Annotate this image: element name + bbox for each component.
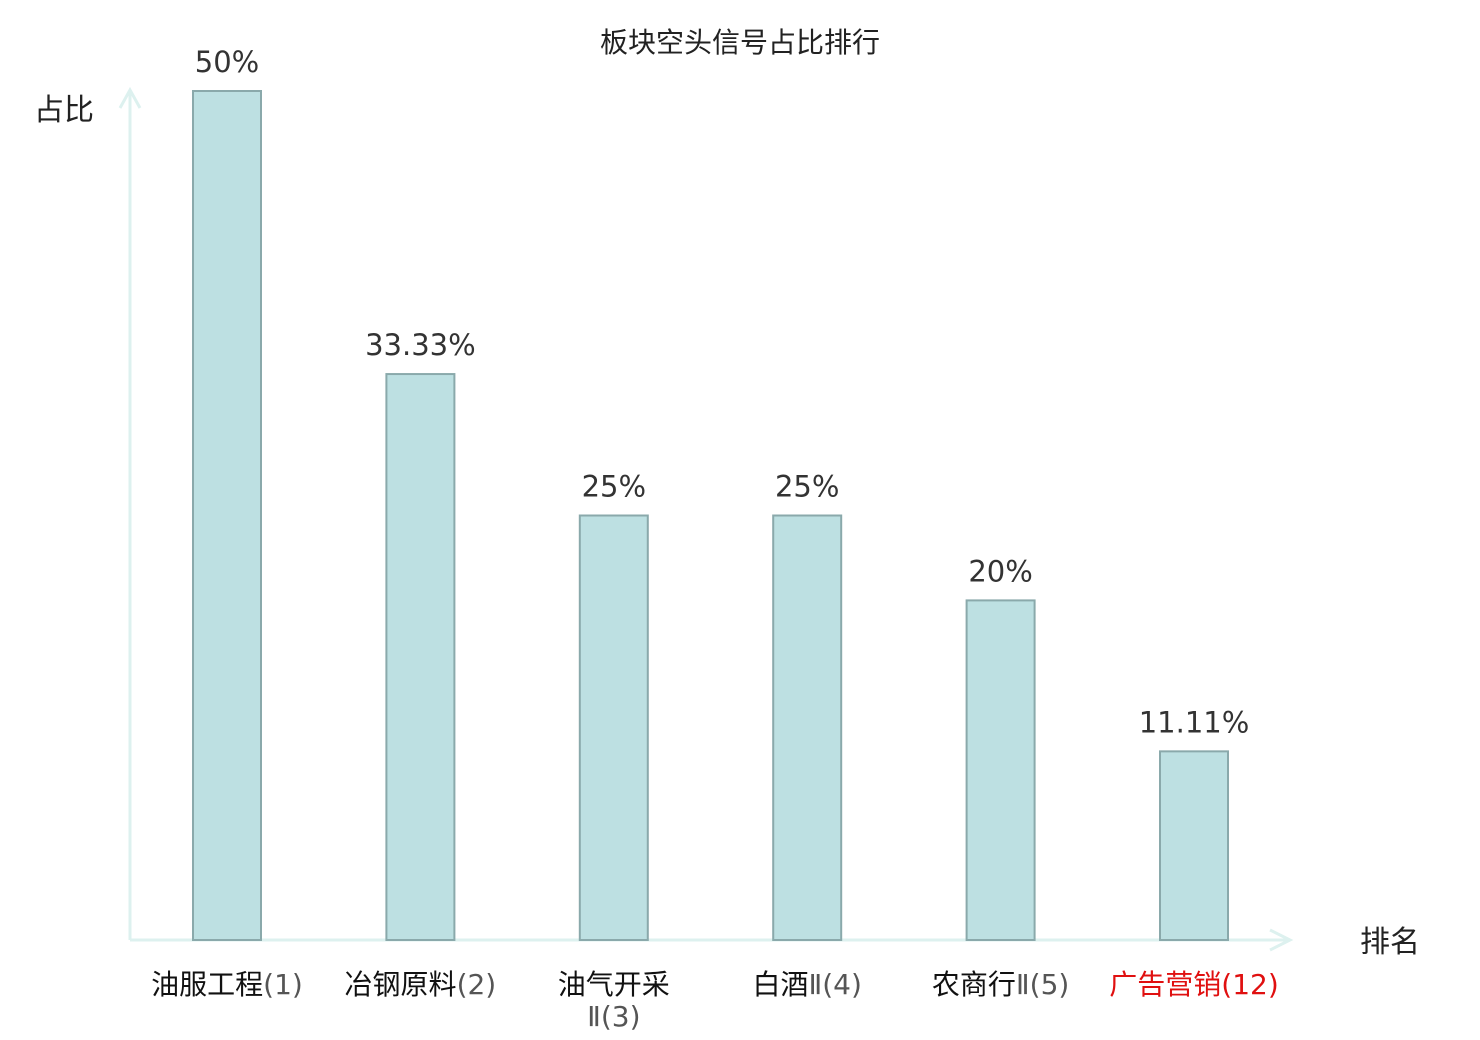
value-labels-group: 50% 33.33% 25% 25% 20% 11.11% <box>195 45 1250 739</box>
category-rank: Ⅱ(4) <box>808 968 861 1001</box>
category-label-1: 油服工程(1) <box>151 968 303 1001</box>
category-rank: Ⅱ(3) <box>587 1000 640 1033</box>
value-label-1: 50% <box>195 45 259 79</box>
category-rank: (1) <box>263 968 303 1001</box>
category-label-5: 农商行Ⅱ(5) <box>932 968 1069 1001</box>
category-rank: (12) <box>1221 968 1278 1001</box>
category-name: 农商行 <box>932 968 1016 1001</box>
category-name: 广告营销 <box>1109 968 1221 1001</box>
category-label-2: 冶钢原料(2) <box>345 968 497 1001</box>
value-label-3: 25% <box>582 470 646 504</box>
axes <box>118 86 1294 952</box>
category-rank: (2) <box>457 968 497 1001</box>
category-rank: Ⅱ(5) <box>1016 968 1069 1001</box>
category-labels-group: 油服工程(1) 冶钢原料(2) 油气开采 Ⅱ(3)白酒Ⅱ(4) 农商行Ⅱ(5) 广告营销(… <box>151 968 1279 1033</box>
category-label-6: 广告营销(12) <box>1109 968 1279 1001</box>
category-name: 油气开采 <box>558 968 670 1001</box>
bar-6 <box>1159 750 1229 941</box>
bar-5 <box>965 599 1036 942</box>
value-label-4: 25% <box>775 470 839 504</box>
x-axis-arrow-icon <box>1269 928 1294 952</box>
category-name: 冶钢原料 <box>345 968 457 1001</box>
x-axis-label: 排名 <box>1360 925 1420 960</box>
value-label-2: 33.33% <box>365 328 476 362</box>
bar-3 <box>578 514 649 941</box>
category-label-3: 油气开采 Ⅱ(3) <box>558 968 670 1033</box>
value-label-6: 11.11% <box>1139 705 1250 739</box>
y-axis-label: 占比 <box>34 93 94 128</box>
y-axis-arrow-icon <box>118 86 142 109</box>
category-name: 白酒 <box>752 968 808 1001</box>
bar-2 <box>385 373 456 942</box>
category-label-4: 白酒Ⅱ(4) <box>752 968 861 1001</box>
bar-1 <box>192 90 262 941</box>
chart-title: 板块空头信号占比排行 <box>600 26 880 59</box>
bars-group <box>192 90 1229 942</box>
bar-4 <box>772 514 843 941</box>
category-name: 油服工程 <box>151 968 263 1001</box>
value-label-5: 20% <box>968 554 1032 588</box>
